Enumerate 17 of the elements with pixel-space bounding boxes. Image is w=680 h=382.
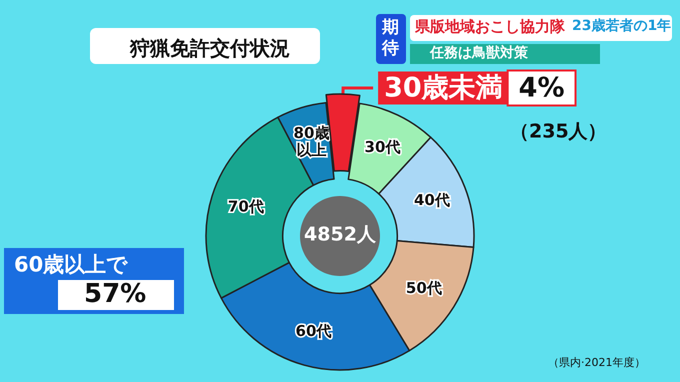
- text: 県版地域おこし協力隊: [414, 18, 566, 36]
- text: （235人）: [510, 120, 607, 142]
- text: 23歳若者の1年: [572, 18, 672, 34]
- text: 任務は鳥獣対策: [429, 44, 529, 61]
- slice-label: 60代: [296, 322, 332, 340]
- slice-label: 40代: [414, 191, 450, 210]
- text: 57%: [84, 279, 146, 309]
- text: 60歳以上で: [14, 252, 128, 276]
- chart-title: 狩猟免許交付状況: [129, 36, 290, 60]
- data-label: 4%: [518, 72, 565, 104]
- slice-label: 30歳未満: [384, 72, 503, 104]
- slice-label: 50代: [406, 278, 442, 297]
- slice-label: 30代: [364, 138, 400, 156]
- text: （県内·2021年度）: [548, 356, 646, 369]
- text: 4852人: [304, 224, 377, 246]
- slice-label: 70代: [228, 198, 264, 216]
- text: 期待: [381, 18, 399, 58]
